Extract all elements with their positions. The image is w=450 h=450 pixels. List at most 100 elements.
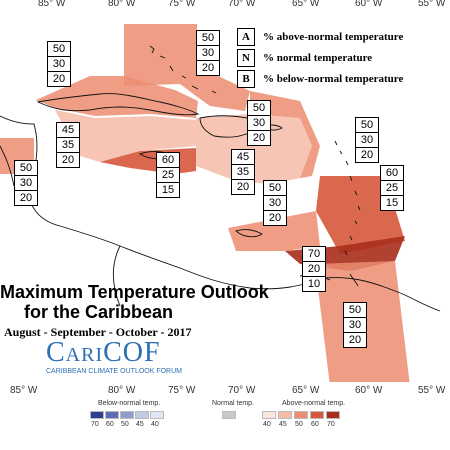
probability-box-hispaniola: 45 35 20 bbox=[231, 149, 255, 195]
probability-box-cuba: 50 30 20 bbox=[47, 41, 71, 87]
above-normal-value: 50 bbox=[197, 31, 219, 46]
key-row-above: A % above-normal temperature bbox=[237, 26, 403, 47]
probability-box-belize: 50 30 20 bbox=[14, 160, 38, 206]
logo-subtitle: CARIBBEAN CLIMATE OUTLOOK FORUM bbox=[46, 368, 182, 375]
zone-cayman bbox=[55, 110, 196, 162]
key-text: % below-normal temperature bbox=[263, 72, 404, 85]
above-normal-scale-value: 40 bbox=[263, 421, 271, 428]
above-normal-value: 50 bbox=[264, 181, 286, 196]
below-normal-value: 20 bbox=[236, 181, 250, 193]
below-normal-value: 20 bbox=[61, 154, 75, 166]
below-normal-value: 20 bbox=[201, 62, 215, 74]
key-letter: A bbox=[237, 27, 255, 46]
probability-box-cayman: 45 35 20 bbox=[56, 122, 80, 168]
above-normal-value: 50 bbox=[248, 101, 270, 116]
above-normal-value: 50 bbox=[344, 303, 366, 318]
probability-box-north-leewards: 50 30 20 bbox=[355, 117, 379, 163]
longitude-label-bottom: 55° W bbox=[418, 385, 446, 396]
normal-value: 30 bbox=[197, 46, 219, 61]
coastlines bbox=[0, 45, 441, 312]
below-normal-value: 10 bbox=[307, 278, 321, 290]
caricof-logo: CariCOF CARIBBEAN CLIMATE OUTLOOK FORUM bbox=[46, 337, 182, 376]
normal-scale-label: Normal temp. bbox=[212, 400, 255, 407]
below-normal-scale-value: 70 bbox=[91, 421, 99, 428]
below-normal-scale-value: 45 bbox=[136, 421, 144, 428]
probability-box-guianas: 50 30 20 bbox=[343, 302, 367, 348]
below-normal-value: 20 bbox=[268, 212, 282, 224]
longitude-label-bottom: 65° W bbox=[292, 385, 320, 396]
normal-value: 30 bbox=[248, 116, 270, 131]
key-row-normal: N % normal temperature bbox=[237, 47, 403, 68]
below-normal-scale-label: Below-normal temp. bbox=[98, 400, 161, 407]
above-normal-swatch bbox=[262, 411, 276, 419]
longitude-label-top: 60° W bbox=[355, 0, 383, 9]
longitude-label-top: 65° W bbox=[292, 0, 320, 9]
below-normal-scale-value: 40 bbox=[151, 421, 159, 428]
probability-box-puerto-rico: 50 30 20 bbox=[263, 180, 287, 226]
above-normal-value: 60 bbox=[381, 166, 403, 181]
above-normal-value: 45 bbox=[232, 150, 254, 165]
map-title-line1: Maximum Temperature Outlook bbox=[0, 282, 269, 302]
above-normal-scale-value: 45 bbox=[279, 421, 287, 428]
below-normal-value: 15 bbox=[161, 184, 175, 196]
above-normal-value: 50 bbox=[356, 118, 378, 133]
below-normal-value: 20 bbox=[52, 73, 66, 85]
above-normal-value: 45 bbox=[57, 123, 79, 138]
below-normal-swatch bbox=[105, 411, 119, 419]
map-title-line2: for the Caribbean bbox=[24, 302, 174, 322]
longitude-label-top: 55° W bbox=[418, 0, 446, 9]
below-normal-scale-value: 50 bbox=[121, 421, 129, 428]
below-normal-value: 20 bbox=[252, 132, 266, 144]
above-normal-swatch bbox=[310, 411, 324, 419]
longitude-label-top: 75° W bbox=[168, 0, 196, 9]
key-letter: N bbox=[237, 48, 255, 67]
above-normal-value: 70 bbox=[303, 247, 325, 262]
below-normal-value: 20 bbox=[348, 334, 362, 346]
key-letter: B bbox=[237, 69, 255, 88]
zone-bahamas bbox=[124, 24, 250, 111]
above-normal-scale-label: Above-normal temp. bbox=[282, 400, 346, 407]
key-row-below: B % below-normal temperature bbox=[237, 68, 403, 89]
normal-value: 30 bbox=[15, 176, 37, 191]
normal-value: 30 bbox=[344, 318, 366, 333]
below-normal-value: 15 bbox=[385, 197, 399, 209]
below-normal-swatch bbox=[120, 411, 134, 419]
probability-box-leewards: 60 25 15 bbox=[380, 165, 404, 211]
above-normal-swatch bbox=[278, 411, 292, 419]
probability-box-bahamas: 50 30 20 bbox=[196, 30, 220, 76]
logo-name: CariCOF bbox=[46, 337, 161, 368]
longitude-label-top: 85° W bbox=[38, 0, 66, 9]
season-label: August - September - October - 2017 bbox=[4, 325, 192, 339]
normal-value: 35 bbox=[57, 138, 79, 153]
above-normal-swatch bbox=[326, 411, 340, 419]
normal-value: 30 bbox=[48, 57, 70, 72]
longitude-label-bottom: 75° W bbox=[168, 385, 196, 396]
normal-value: 30 bbox=[356, 133, 378, 148]
normal-value: 25 bbox=[381, 181, 403, 196]
longitude-label-bottom: 80° W bbox=[108, 385, 136, 396]
above-normal-swatch bbox=[294, 411, 308, 419]
above-normal-scale-value: 60 bbox=[311, 421, 319, 428]
key-text: % normal temperature bbox=[263, 51, 373, 64]
below-normal-swatch bbox=[90, 411, 104, 419]
above-normal-value: 50 bbox=[48, 42, 70, 57]
probability-box-south-windwards: 70 20 10 bbox=[302, 246, 326, 292]
color-scale-legend: Below-normal temp. Normal temp. Above-no… bbox=[0, 400, 450, 450]
normal-value: 25 bbox=[157, 168, 179, 183]
probability-box-jamaica: 60 25 15 bbox=[156, 152, 180, 198]
longitude-label-top: 80° W bbox=[108, 0, 136, 9]
above-normal-scale-value: 70 bbox=[327, 421, 335, 428]
below-normal-swatch bbox=[135, 411, 149, 419]
zone-puerto-rico bbox=[228, 211, 320, 251]
below-normal-scale-value: 60 bbox=[106, 421, 114, 428]
above-normal-value: 50 bbox=[15, 161, 37, 176]
normal-value: 20 bbox=[303, 262, 325, 277]
longitude-label-bottom: 70° W bbox=[228, 385, 256, 396]
key-text: % above-normal temperature bbox=[263, 30, 404, 43]
longitude-label-bottom: 85° W bbox=[10, 385, 38, 396]
normal-swatch bbox=[222, 411, 236, 419]
zone-cuba bbox=[36, 76, 198, 118]
below-normal-value: 20 bbox=[19, 192, 33, 204]
below-normal-swatch bbox=[150, 411, 164, 419]
